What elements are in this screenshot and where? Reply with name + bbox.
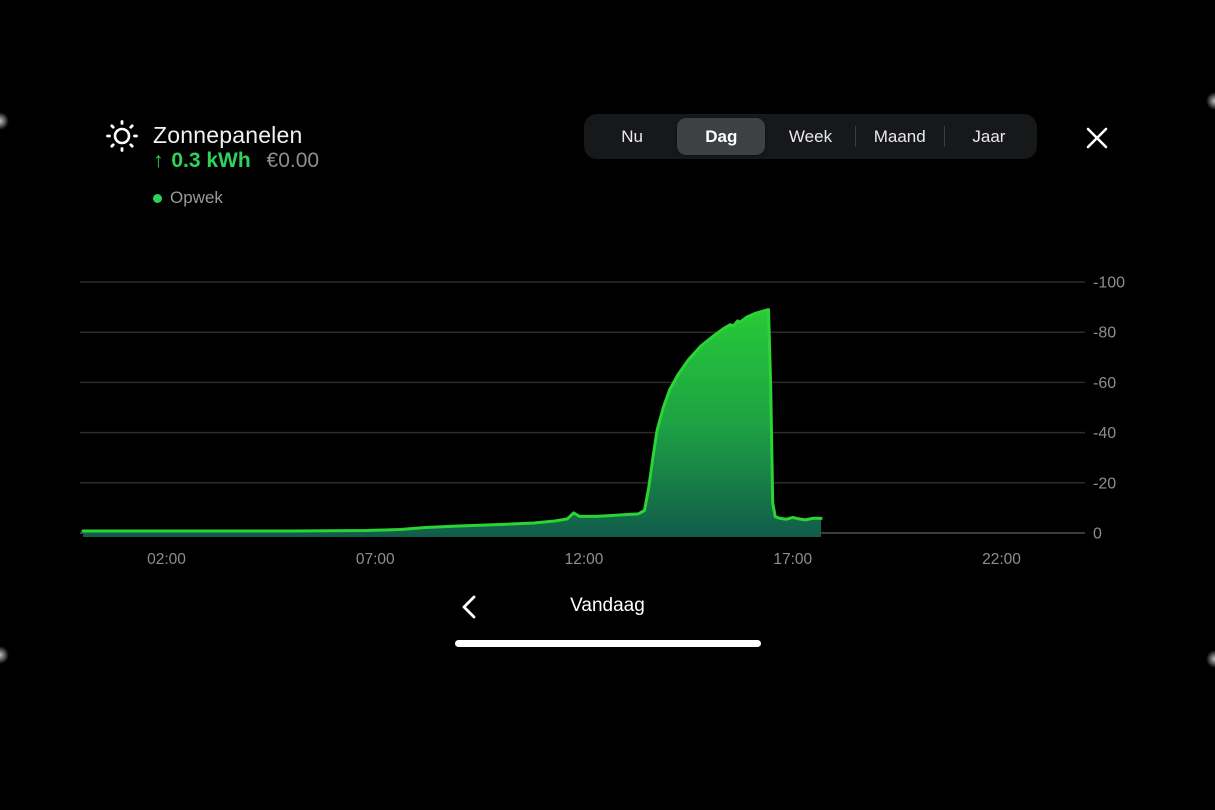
y-axis-tick-label: 0 (1093, 526, 1102, 543)
tab-week[interactable]: Week (766, 118, 854, 155)
period-tabs: Nu Dag Week Maand Jaar (584, 114, 1037, 159)
generation-line (81, 308, 823, 533)
home-indicator[interactable] (455, 640, 761, 647)
generation-area-chart[interactable]: -100 -80 -60 -40 -20 0 02:00 07:00 12:00 17:00 22:… (0, 250, 1215, 580)
y-axis-tick-label: -60 (1093, 375, 1116, 392)
x-axis-tick-label: 07:00 (356, 551, 395, 568)
previous-period-button[interactable] (452, 590, 488, 624)
generation-area-fill (83, 309, 822, 537)
close-button[interactable] (1077, 118, 1117, 158)
sun-icon (101, 115, 143, 157)
x-axis-tick-label: 02:00 (147, 551, 186, 568)
x-axis-tick-label: 22:00 (982, 551, 1021, 568)
legend-dot-icon (153, 193, 162, 203)
cost-value: €0.00 (266, 149, 320, 172)
screen-glare-top-left (0, 112, 9, 130)
tab-nu[interactable]: Nu (588, 118, 676, 155)
series-legend: Opwek (153, 188, 223, 208)
tab-divider (943, 126, 945, 147)
tab-jaar[interactable]: Jaar (945, 118, 1033, 155)
chart-svg[interactable]: -100 -80 -60 -40 -20 0 02:00 07:00 12:00 17:00 22:… (0, 250, 1215, 580)
x-axis-tick-label: 17:00 (773, 551, 812, 568)
screen-glare-top-right (1206, 92, 1215, 110)
energy-value: 0.3 kWh (171, 149, 251, 172)
tab-dag[interactable]: Dag (677, 118, 766, 155)
energy-summary: ↑ 0.3 kWh €0.00 (153, 149, 319, 173)
y-axis-tick-label: -40 (1093, 425, 1116, 442)
legend-label: Opwek (170, 188, 223, 207)
screen-glare-bottom-right (1206, 650, 1215, 668)
x-axis-tick-label: 12:00 (565, 551, 604, 568)
chevron-left-icon (462, 595, 476, 619)
y-axis-tick-label: -100 (1093, 275, 1125, 292)
screen-glare-bottom-left (0, 646, 9, 664)
export-arrow-icon: ↑ (153, 149, 164, 172)
current-period-label: Vandaag (570, 595, 645, 616)
page-title: Zonnepanelen (153, 122, 303, 148)
tab-divider (854, 126, 856, 147)
tab-maand[interactable]: Maand (856, 118, 944, 155)
y-axis-tick-label: -20 (1093, 475, 1116, 492)
y-axis-tick-label: -80 (1093, 325, 1116, 342)
close-icon (1086, 127, 1108, 149)
